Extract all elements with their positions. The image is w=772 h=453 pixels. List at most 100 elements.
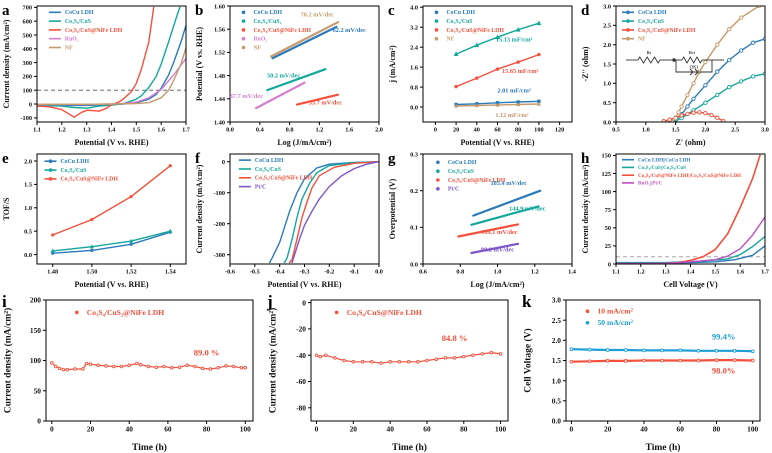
x-tick-label: 0.8 — [456, 268, 464, 275]
legend-entry: Co₃S₄/CuS — [447, 19, 473, 25]
y-tick-label: 1.0 — [552, 376, 562, 385]
data-annotation: 50.2 mV/dec — [267, 72, 300, 79]
y-tick-label: 1.60 — [214, 3, 225, 10]
x-tick-label: 60 — [423, 424, 431, 433]
y-tick-label: 100 — [602, 189, 611, 196]
y-tick-label: 50 — [605, 225, 611, 232]
y-tick-label: 0.8 — [410, 84, 418, 91]
chart-e-svg: 1.48 1.50 1.52 1.54 0.0 0.5 1.0 1.5 2.0 Potential… — [2, 151, 187, 289]
x-tick-label: 1.1 — [33, 126, 41, 133]
series-line — [470, 205, 540, 226]
chart-k-svg: 0 20 40 60 80 100 0.0 0.5 1.0 1.5 2.0 2.5 3.0 Time (h… — [522, 292, 761, 453]
x-axis-label: Cell Voltage (V) — [663, 280, 718, 289]
y-tick-label: 100 — [30, 356, 41, 365]
y-tick-label: -40 — [296, 351, 306, 360]
y-tick-label: 2.5 — [552, 316, 562, 325]
chart-b-svg: 0.0 0.4 0.8 1.2 1.6 2.0 1.40 1.44 1.48 1.52 1.56 1.… — [195, 3, 383, 147]
series-line — [37, 57, 186, 106]
y-tick-label: 0 — [222, 159, 225, 166]
y-tick-label: -200 — [213, 221, 225, 228]
series-line — [37, 6, 155, 118]
y-tick-label: -300 — [213, 252, 225, 259]
x-tick-label: -0.5 — [250, 268, 260, 275]
figure-row-2: 1.48 1.50 1.52 1.54 0.0 0.5 1.0 1.5 2.0 Potential… — [0, 148, 772, 290]
data-annotation: 15.13 mF/cm² — [496, 37, 533, 44]
y-tick-label: 0.0 — [552, 417, 562, 426]
x-tick-label: 0 — [434, 126, 437, 133]
x-tick-label: 3.0 — [761, 126, 769, 133]
series-line — [37, 24, 186, 107]
x-axis-label: Potential (V vs. RHE) — [267, 280, 341, 289]
legend-entry: CoCu LDH — [255, 158, 284, 164]
y-tick-label: 0 — [37, 417, 41, 426]
panel-a-oer-lsv: 1.1 1.2 1.3 1.4 1.5 1.6 1.7 -100 0 100 200 300 400 50… — [0, 0, 193, 148]
plot-frame — [310, 299, 509, 422]
series-line — [52, 231, 172, 254]
y-tick-label: 400 — [23, 46, 32, 53]
x-tick-label: 0.0 — [375, 268, 383, 275]
panel-i-oer-stability: 0 20 40 60 80 100 0 50 100 150 200 Time (h) Current … — [0, 290, 265, 453]
y-axis-label: Potential (V vs. RHE) — [195, 27, 204, 101]
data-annotation: 2.01 mF/cm² — [497, 88, 530, 95]
y-tick-label: 150 — [30, 326, 41, 335]
y-axis-label: Current density (mA/cm²) — [581, 164, 590, 253]
series-group — [457, 189, 542, 255]
y-tick-label: 0.5 — [24, 229, 32, 236]
x-tick-label: -0.1 — [349, 268, 359, 275]
x-tick-label: 0.8 — [286, 126, 294, 133]
y-tick-label: 75 — [605, 207, 611, 214]
y-tick-label: 0.0 — [410, 261, 418, 268]
panel-c-cdl: 0 20 40 60 80 100 120 0.0 0.8 1.6 2.4 3.2 4.0 Potenti… — [386, 0, 579, 148]
data-annotation: 89.0 % — [194, 348, 220, 358]
x-tick-label: 1.5 — [672, 126, 680, 133]
y-tick-label: 0.0 — [24, 252, 32, 259]
x-tick-label: 1.0 — [494, 268, 502, 275]
y-axis-label: j (mA/cm²) — [388, 45, 397, 84]
series-group — [453, 20, 542, 108]
x-tick-label: 0.0 — [226, 126, 234, 133]
legend-entry: Co₃S₄/CuS — [255, 167, 281, 173]
data-annotation: 144.9 mV/dec — [509, 206, 546, 213]
x-axis-label: Potential (V vs. RHE) — [74, 280, 148, 289]
chart-j-svg: 0 20 40 60 80 100 0 -20 -40 -60 -80 Time (h) Current… — [266, 292, 509, 453]
y-tick-label: 0.1 — [410, 225, 418, 232]
x-tick-label: 40 — [640, 424, 648, 433]
x-tick-label: 1.48 — [47, 268, 58, 275]
series-line — [37, 46, 186, 106]
x-tick-label: 0 — [570, 424, 574, 433]
x-tick-label: 1.2 — [637, 268, 645, 275]
y-tick-label: 0 — [608, 261, 611, 268]
svg-text:Rs: Rs — [647, 50, 652, 55]
x-tick-label: 100 — [240, 424, 251, 433]
y-tick-label: 200 — [23, 74, 32, 81]
x-tick-label: 1.6 — [157, 126, 165, 133]
panel-e-tof: 1.48 1.50 1.52 1.54 0.0 0.5 1.0 1.5 2.0 Potential… — [0, 148, 193, 290]
x-tick-label: 0 — [315, 424, 319, 433]
y-tick-label: 50 — [34, 387, 42, 396]
chart-f-svg: -0.6 -0.5 -0.4 -0.3 -0.2 -0.1 0.0 -300 -200 -100 0… — [195, 151, 383, 289]
series-group — [616, 154, 765, 264]
series-line — [671, 38, 765, 122]
y-tick-label: 0.2 — [410, 188, 418, 195]
series-group — [254, 21, 340, 110]
legend-entry: Co₃S₄/CuS — [61, 168, 87, 174]
legend-entry: Co₃S₄/CuS — [448, 169, 474, 175]
x-tick-label: 2.5 — [731, 126, 739, 133]
legend-entry: Co₃S₄/CuS@NiFe LDH — [347, 308, 422, 317]
panel-letter: f — [195, 151, 201, 167]
panel-letter: a — [2, 3, 10, 19]
figure-row-3: 0 20 40 60 80 100 0 50 100 150 200 Time (h) Current … — [0, 290, 772, 453]
y-axis-label: Current density (mA/cm²) — [268, 308, 279, 414]
data-annotation: 1.12 mF/cm² — [495, 112, 528, 119]
legend-entry: RuO₂||Pt/C — [638, 181, 662, 187]
x-tick-label: -0.3 — [300, 268, 310, 275]
y-tick-label: 4.0 — [410, 5, 418, 12]
legend-entry: Co₃S₄/CuS@NiFe LDH — [448, 178, 506, 184]
x-tick-label: -0.2 — [324, 268, 334, 275]
legend-entry: Co₃S₄/CuS₂ — [254, 19, 282, 25]
panel-j-her-stability: 0 20 40 60 80 100 0 -20 -40 -60 -80 Time (h) Current… — [265, 290, 520, 453]
legend-entry: CoCu LDH — [254, 10, 283, 16]
y-tick-label: 0 — [302, 298, 306, 307]
series-line — [671, 6, 760, 122]
x-tick-label: 20 — [87, 424, 95, 433]
